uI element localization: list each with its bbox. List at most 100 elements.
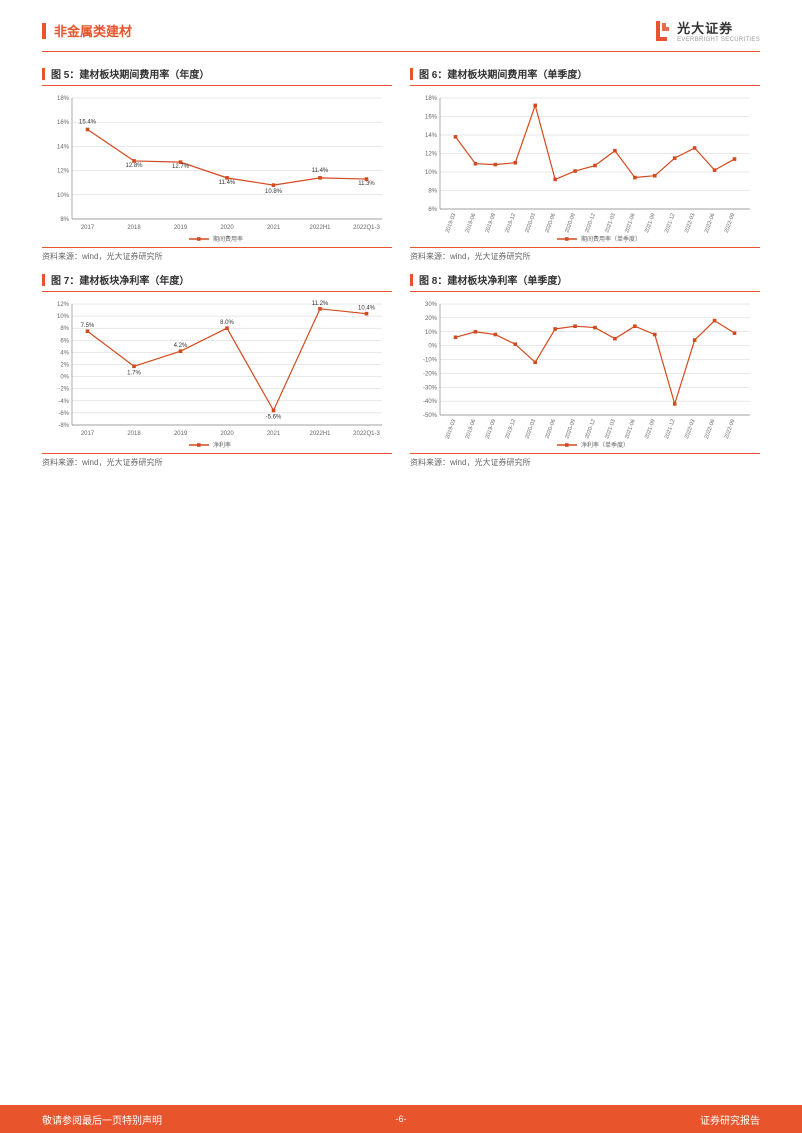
chart-title-row: 图 6：建材板块期间费用率（单季度） xyxy=(410,66,760,86)
title-accent-bar xyxy=(410,68,413,80)
svg-text:-20%: -20% xyxy=(423,371,438,377)
header-accent-bar xyxy=(42,23,46,39)
svg-text:2020-06: 2020-06 xyxy=(544,419,557,440)
svg-text:-50%: -50% xyxy=(423,413,438,419)
svg-text:11.2%: 11.2% xyxy=(312,301,329,307)
svg-text:2018: 2018 xyxy=(127,431,141,437)
svg-text:2021-09: 2021-09 xyxy=(644,419,657,440)
svg-text:10%: 10% xyxy=(425,170,438,176)
chart-title-row: 图 8：建材板块净利率（单季度） xyxy=(410,272,760,292)
logo-text: 光大证券 EVERBRIGHT SECURITIES xyxy=(677,18,760,43)
svg-text:期间费用率（单季度）: 期间费用率（单季度） xyxy=(581,235,641,243)
chart-6-canvas: 6%8%10%12%14%16%18%2019-032019-062019-09… xyxy=(410,90,760,245)
svg-text:11.4%: 11.4% xyxy=(312,168,329,174)
charts-grid: 图 5：建材板块期间费用率（年度） 8% 10% 12% 14% 16% 18% 2017 2… xyxy=(0,66,802,468)
chart-title-row: 图 7：建材板块净利率（年度） xyxy=(42,272,392,292)
footer-left: 敬请参阅最后一页特别声明 xyxy=(42,1112,162,1127)
svg-text:6%: 6% xyxy=(60,338,69,344)
chart-source: 资料来源：wind，光大证券研究所 xyxy=(42,453,392,468)
svg-text:2022Q1-3: 2022Q1-3 xyxy=(353,431,380,437)
chart-source: 资料来源：wind，光大证券研究所 xyxy=(410,247,760,262)
svg-text:2021-03: 2021-03 xyxy=(604,419,617,440)
svg-text:11.3%: 11.3% xyxy=(358,181,375,187)
svg-text:2021-12: 2021-12 xyxy=(664,213,677,234)
svg-text:-40%: -40% xyxy=(423,399,438,405)
svg-text:净利率: 净利率 xyxy=(213,441,231,449)
svg-text:0%: 0% xyxy=(428,344,437,350)
svg-text:2017: 2017 xyxy=(81,431,95,437)
svg-text:8%: 8% xyxy=(60,326,69,332)
chart-title: 图 5：建材板块期间费用率（年度） xyxy=(51,66,209,81)
svg-text:20%: 20% xyxy=(425,316,438,322)
chart-5-canvas: 8%10%12%14%16%18%20172018201920202021202… xyxy=(42,90,392,245)
svg-text:10%: 10% xyxy=(425,330,438,336)
svg-text:16%: 16% xyxy=(425,115,438,121)
svg-text:2022H1: 2022H1 xyxy=(309,225,331,231)
svg-text:2020-03: 2020-03 xyxy=(525,213,538,234)
logo-icon xyxy=(651,19,673,43)
svg-text:-5.6%: -5.6% xyxy=(266,414,282,420)
svg-text:2022-09: 2022-09 xyxy=(724,213,737,234)
chart-7-canvas: -8%-6%-4%-2%0%2%4%6%8%10%12%201720182019… xyxy=(42,296,392,451)
svg-text:-30%: -30% xyxy=(423,385,438,391)
chart-block-8: 图 8：建材板块净利率（单季度） -50% -40% -30% -20% -10% 0% 1… xyxy=(410,272,760,468)
svg-text:期间费用率: 期间费用率 xyxy=(213,235,243,243)
brand-logo: 光大证券 EVERBRIGHT SECURITIES xyxy=(651,18,760,43)
title-accent-bar xyxy=(410,274,413,286)
svg-text:8.0%: 8.0% xyxy=(220,320,234,326)
svg-text:-2%: -2% xyxy=(58,387,69,393)
svg-text:2019-09: 2019-09 xyxy=(485,419,498,440)
svg-text:14%: 14% xyxy=(425,133,438,139)
footer-page-number: -6- xyxy=(396,1114,407,1124)
svg-text:2022-09: 2022-09 xyxy=(724,419,737,440)
svg-text:7.5%: 7.5% xyxy=(81,323,95,329)
svg-text:2022Q1-3: 2022Q1-3 xyxy=(353,225,380,231)
svg-text:-10%: -10% xyxy=(423,358,438,364)
svg-text:2019: 2019 xyxy=(174,225,188,231)
svg-text:2019-03: 2019-03 xyxy=(445,213,458,234)
page-header: 非金属类建材 光大证券 EVERBRIGHT SECURITIES xyxy=(0,0,802,51)
svg-text:4.2%: 4.2% xyxy=(174,343,188,349)
chart-title: 图 7：建材板块净利率（年度） xyxy=(51,272,189,287)
svg-text:4%: 4% xyxy=(60,350,69,356)
svg-text:2019-06: 2019-06 xyxy=(465,213,478,234)
chart-block-7: 图 7：建材板块净利率（年度） -8%-6%-4%-2%0%2%4%6%8%10… xyxy=(42,272,392,468)
svg-text:10%: 10% xyxy=(57,193,70,199)
title-accent-bar xyxy=(42,68,45,80)
chart-source: 资料来源：wind，光大证券研究所 xyxy=(42,247,392,262)
svg-text:2021-09: 2021-09 xyxy=(644,213,657,234)
svg-text:12.8%: 12.8% xyxy=(125,163,143,169)
svg-text:8%: 8% xyxy=(60,217,69,223)
svg-text:2019-09: 2019-09 xyxy=(485,213,498,234)
chart-block-6: 图 6：建材板块期间费用率（单季度） 6%8%10%12%14%16%18%20… xyxy=(410,66,760,262)
header-title: 非金属类建材 xyxy=(54,21,132,40)
svg-text:14%: 14% xyxy=(57,144,70,150)
svg-text:2018: 2018 xyxy=(127,225,141,231)
svg-text:10.4%: 10.4% xyxy=(358,306,376,312)
page-footer: 敬请参阅最后一页特别声明 -6- 证券研究报告 xyxy=(0,1105,802,1133)
svg-text:2019-03: 2019-03 xyxy=(445,419,458,440)
svg-text:2021: 2021 xyxy=(267,225,281,231)
svg-text:2022H1: 2022H1 xyxy=(309,431,331,437)
svg-text:2020-12: 2020-12 xyxy=(584,419,597,440)
logo-text-cn: 光大证券 xyxy=(677,18,760,37)
svg-text:-4%: -4% xyxy=(58,399,69,405)
svg-text:18%: 18% xyxy=(425,96,438,102)
svg-text:11.4%: 11.4% xyxy=(219,180,236,186)
svg-text:2019-12: 2019-12 xyxy=(505,213,518,234)
svg-text:2020-09: 2020-09 xyxy=(564,419,577,440)
svg-text:净利率（单季度）: 净利率（单季度） xyxy=(581,441,629,449)
logo-text-en: EVERBRIGHT SECURITIES xyxy=(677,37,760,43)
svg-text:12.7%: 12.7% xyxy=(172,164,190,170)
svg-text:10%: 10% xyxy=(57,314,70,320)
svg-text:2022-03: 2022-03 xyxy=(684,213,697,234)
svg-text:12%: 12% xyxy=(425,152,438,158)
svg-text:15.4%: 15.4% xyxy=(79,119,97,125)
svg-text:2021: 2021 xyxy=(267,431,281,437)
svg-text:12%: 12% xyxy=(57,169,70,175)
svg-text:12%: 12% xyxy=(57,302,70,308)
svg-text:2019-12: 2019-12 xyxy=(505,419,518,440)
svg-text:18%: 18% xyxy=(57,96,70,102)
svg-text:2021-03: 2021-03 xyxy=(604,213,617,234)
svg-text:10.8%: 10.8% xyxy=(265,189,283,195)
